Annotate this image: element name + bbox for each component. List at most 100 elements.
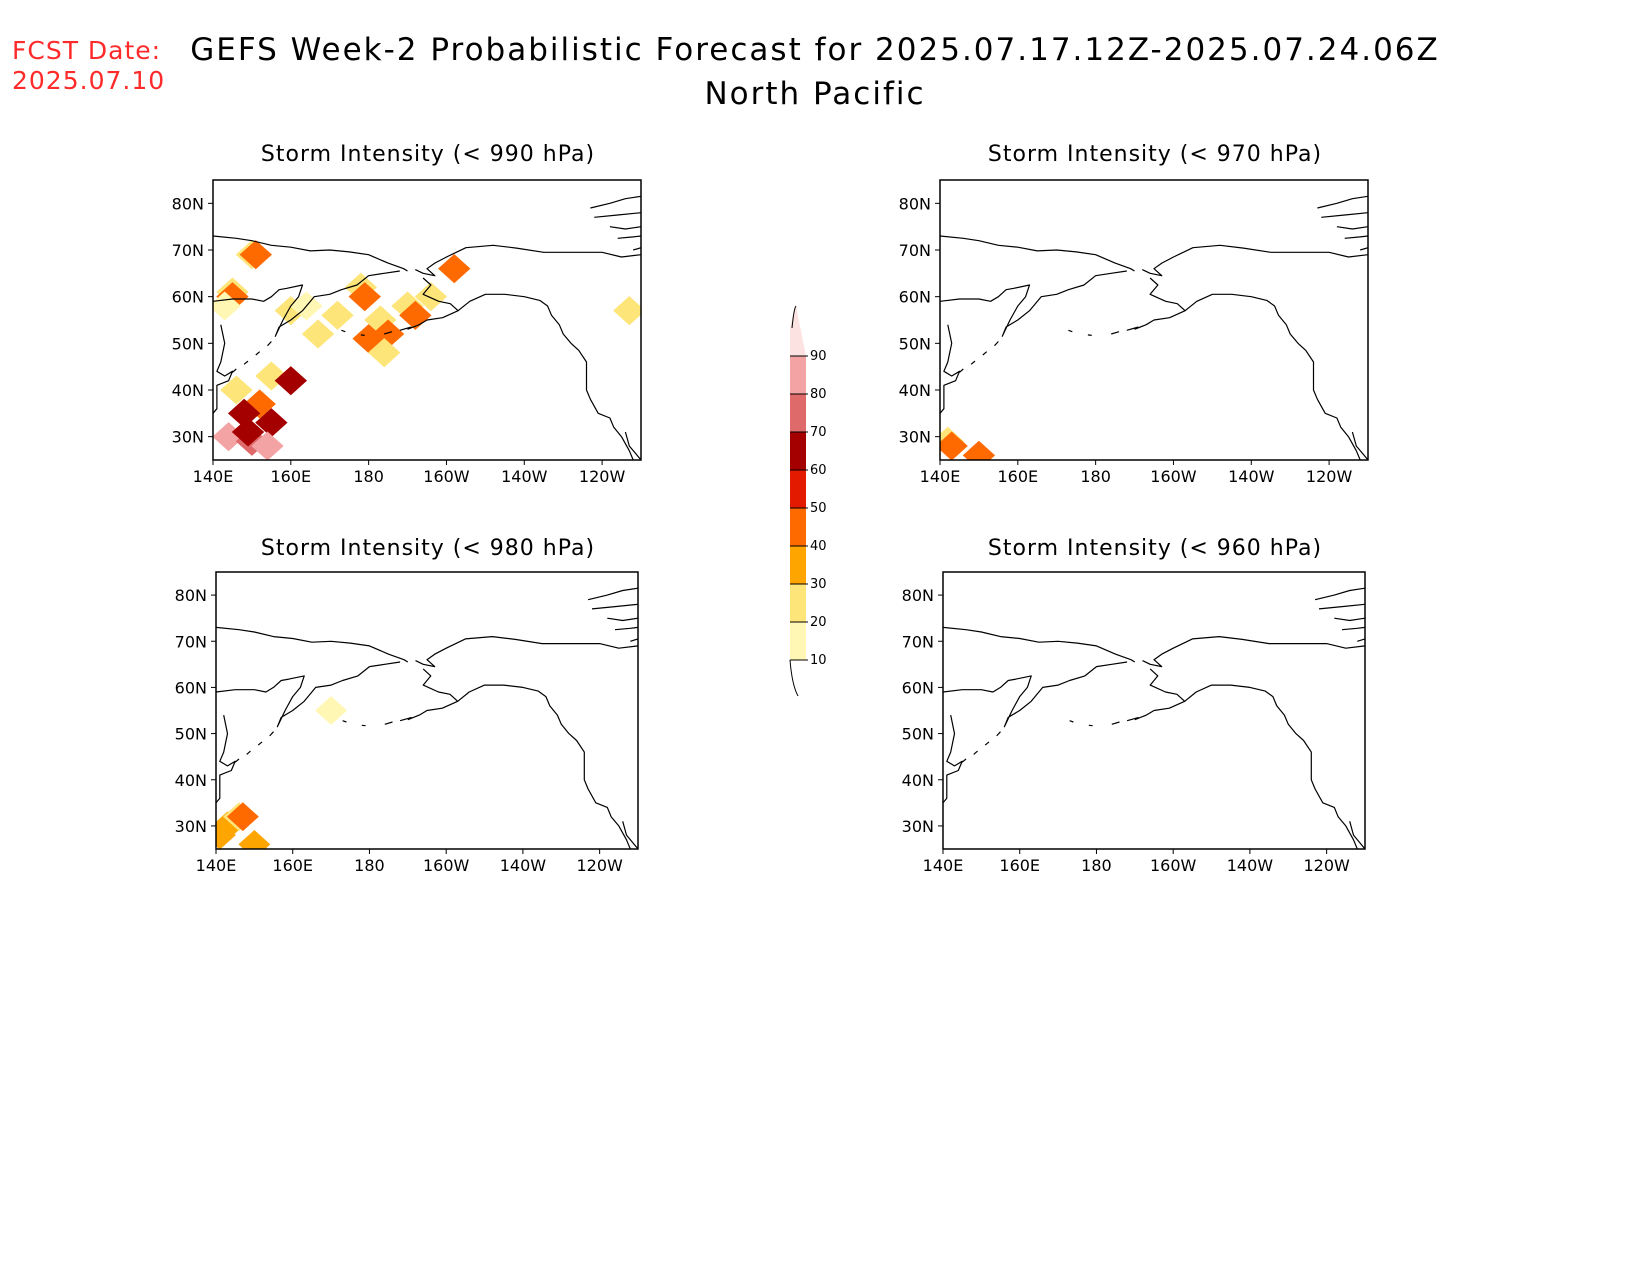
lat-tick-label: 40N (172, 381, 204, 400)
colorbar-label: 10 (810, 653, 827, 668)
map-panel-990: 140E 160E 180 160W 140W 120W 80N 70N 60N 50N 40N 30… (172, 179, 642, 486)
lon-tick-label: 120W (1303, 856, 1350, 875)
coastline (213, 270, 400, 337)
lat-tick-label: 50N (175, 725, 207, 744)
colorbar-label: 20 (810, 615, 827, 630)
coastline (267, 341, 272, 347)
coastline (994, 341, 999, 347)
coastlines (940, 195, 1368, 460)
lon-tick-label: 140W (501, 467, 548, 486)
probability-area (216, 282, 249, 312)
probability-area (321, 300, 354, 330)
probability-area (301, 319, 335, 349)
coastline (399, 716, 412, 722)
coastline (1321, 212, 1368, 218)
lon-tick-label: 140E (196, 856, 237, 875)
coastline (1142, 244, 1368, 277)
colorbar-label: 60 (810, 463, 827, 478)
lat-tick-label: 70N (902, 632, 934, 651)
coastline (961, 758, 967, 763)
coastline (1334, 617, 1365, 622)
colorbar-swatch (790, 508, 806, 546)
probability-area (243, 389, 276, 419)
coastline (232, 368, 237, 373)
colorbar-cap (791, 305, 797, 329)
colorbar-swatch (790, 470, 806, 508)
lon-tick-label: 160E (270, 467, 311, 486)
colorbar-swatch (790, 432, 806, 470)
lat-tick-label: 60N (902, 678, 934, 697)
coastline (399, 326, 412, 331)
coastline (617, 235, 641, 239)
colorbar-label: 30 (810, 577, 827, 592)
lat-tick-label: 30N (172, 428, 204, 447)
probability-area (238, 829, 271, 849)
colorbar-cap (789, 659, 799, 697)
map-panel-970: 140E 160E 180 160W 140W 120W 80N 70N 60N 50N 40N 30… (899, 179, 1369, 486)
coastline (1344, 235, 1368, 239)
probability-area (216, 820, 236, 849)
coastline (255, 351, 261, 356)
map-panel-980: 140E 160E 180 160W 140W 120W 80N 70N 60N 50N 40N 30… (175, 571, 639, 875)
coastline (1314, 587, 1365, 601)
coastline (213, 324, 234, 414)
coastline (1336, 226, 1368, 230)
fcst-date: FCST Date: 2025.07.10 (12, 36, 165, 96)
probability-area (940, 431, 968, 460)
coastline (594, 212, 641, 218)
lon-tick-label: 140W (1227, 856, 1274, 875)
colorbar-legend: 10 20 30 40 50 60 70 80 90 (789, 305, 827, 697)
lat-tick-label: 50N (902, 725, 934, 744)
probability-area (213, 422, 245, 452)
lon-tick-label: 140W (1228, 467, 1275, 486)
coastline (633, 247, 641, 251)
coastline (982, 351, 988, 356)
lat-tick-label: 60N (899, 288, 931, 307)
map-frame (212, 179, 642, 461)
map-panel-960: 140E 160E 180 160W 140W 120W 80N 70N 60N 50N 40N 30… (902, 571, 1366, 875)
probability-area (613, 296, 641, 326)
coastline (341, 329, 346, 333)
lat-tick-label: 70N (172, 241, 204, 260)
probability-area (251, 431, 284, 460)
coastline (940, 270, 1127, 337)
coastline (1126, 326, 1139, 331)
lon-tick-label: 180 (1080, 467, 1111, 486)
coastline (216, 661, 401, 728)
coastline (1357, 638, 1365, 642)
lon-tick-label: 140E (923, 856, 964, 875)
lon-tick-label: 120W (576, 856, 623, 875)
coastline (1087, 334, 1092, 336)
coastline (257, 741, 263, 746)
coastline (384, 331, 393, 335)
coastlines (216, 587, 638, 849)
coastline (234, 758, 240, 763)
coastline (959, 368, 964, 373)
lon-tick-label: 120W (1306, 467, 1353, 486)
coastline (943, 626, 1136, 663)
fcst-date-value: 2025.07.10 (12, 66, 166, 95)
probability-area (274, 366, 308, 396)
coastline (984, 741, 990, 746)
probability-area (962, 440, 996, 460)
colorbar-swatch (790, 306, 806, 356)
coastline (624, 431, 641, 460)
probability-area (213, 291, 241, 321)
coastline (216, 626, 409, 663)
colorbar-swatch (790, 584, 806, 622)
coastline (607, 617, 638, 622)
coastline (1111, 331, 1120, 335)
coastline (1317, 195, 1368, 209)
lon-tick-label: 180 (354, 856, 385, 875)
lat-tick-label: 40N (902, 771, 934, 790)
coastline (1351, 431, 1368, 460)
lat-tick-label: 60N (172, 288, 204, 307)
lon-tick-label: 160E (272, 856, 313, 875)
coastline (996, 731, 1001, 737)
coastline (590, 195, 641, 209)
colorbar-label: 70 (810, 425, 827, 440)
coastline (1111, 721, 1120, 725)
lat-tick-label: 30N (899, 428, 931, 447)
coastline (1134, 277, 1186, 330)
coastline (360, 334, 365, 336)
